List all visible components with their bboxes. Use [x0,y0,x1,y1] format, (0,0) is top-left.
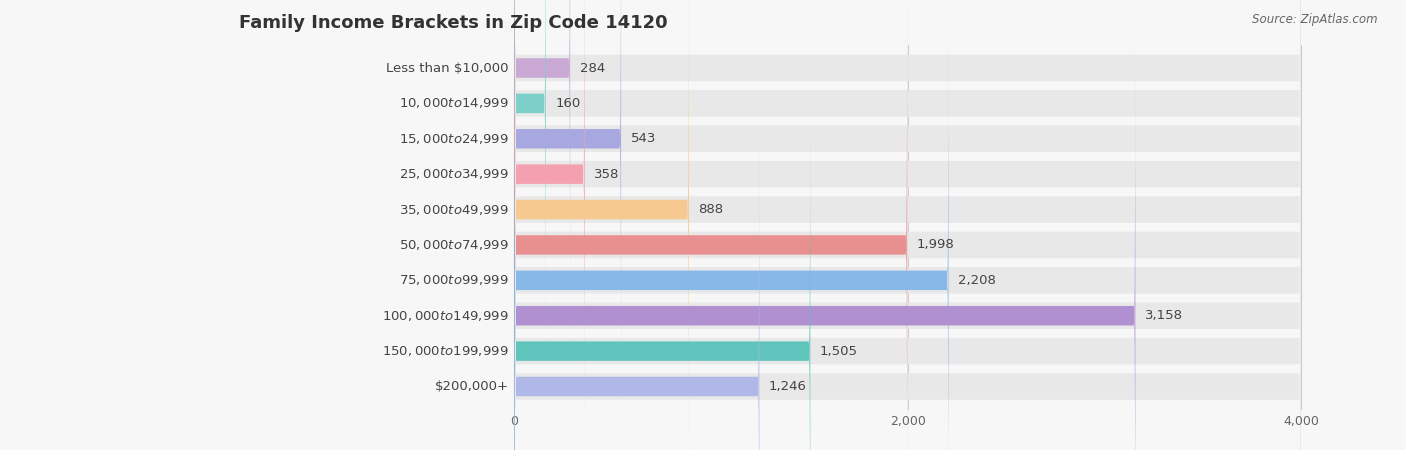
FancyBboxPatch shape [515,7,949,450]
Text: 160: 160 [555,97,581,110]
Text: Less than $10,000: Less than $10,000 [385,62,509,75]
Text: 3,158: 3,158 [1144,309,1182,322]
Text: $25,000 to $34,999: $25,000 to $34,999 [399,167,509,181]
Text: $150,000 to $199,999: $150,000 to $199,999 [382,344,509,358]
Text: 888: 888 [699,203,724,216]
FancyBboxPatch shape [515,0,585,448]
FancyBboxPatch shape [515,0,1301,338]
Text: $50,000 to $74,999: $50,000 to $74,999 [399,238,509,252]
Text: Family Income Brackets in Zip Code 14120: Family Income Brackets in Zip Code 14120 [239,14,668,32]
Text: 284: 284 [579,62,605,75]
Text: 1,505: 1,505 [820,345,858,358]
Text: $10,000 to $14,999: $10,000 to $14,999 [399,96,509,110]
Text: $15,000 to $24,999: $15,000 to $24,999 [399,132,509,146]
FancyBboxPatch shape [515,46,1301,450]
FancyBboxPatch shape [515,78,810,450]
Text: 2,208: 2,208 [957,274,995,287]
FancyBboxPatch shape [515,0,1301,444]
FancyBboxPatch shape [515,10,1301,450]
Text: $35,000 to $49,999: $35,000 to $49,999 [399,202,509,216]
Text: $100,000 to $149,999: $100,000 to $149,999 [382,309,509,323]
Text: 543: 543 [630,132,657,145]
Text: 1,246: 1,246 [769,380,807,393]
FancyBboxPatch shape [515,0,621,412]
Text: 358: 358 [595,168,620,180]
FancyBboxPatch shape [515,42,1135,450]
FancyBboxPatch shape [515,0,1301,373]
FancyBboxPatch shape [515,0,1301,450]
FancyBboxPatch shape [515,0,1301,450]
FancyBboxPatch shape [515,81,1301,450]
FancyBboxPatch shape [515,0,689,450]
FancyBboxPatch shape [515,117,1301,450]
FancyBboxPatch shape [515,0,571,342]
FancyBboxPatch shape [515,113,759,450]
Text: Source: ZipAtlas.com: Source: ZipAtlas.com [1253,14,1378,27]
FancyBboxPatch shape [515,0,546,377]
Text: 1,998: 1,998 [917,238,955,252]
Text: $200,000+: $200,000+ [434,380,509,393]
Text: $75,000 to $99,999: $75,000 to $99,999 [399,273,509,288]
FancyBboxPatch shape [515,0,1301,409]
FancyBboxPatch shape [515,0,907,450]
